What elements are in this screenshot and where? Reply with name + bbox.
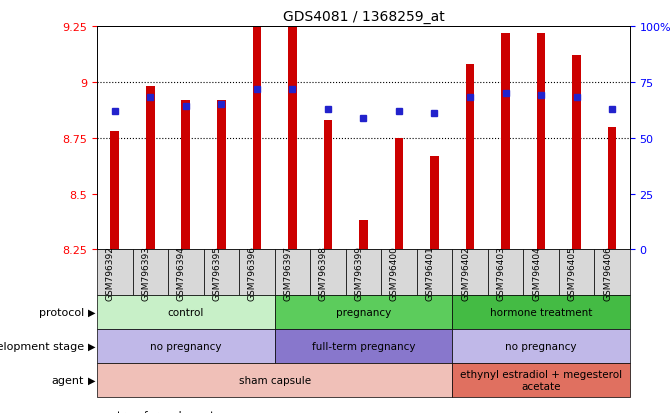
Bar: [111, 132, 119, 250]
Title: GDS4081 / 1368259_at: GDS4081 / 1368259_at: [283, 10, 444, 24]
Text: pregnancy: pregnancy: [336, 307, 391, 317]
Bar: [501, 33, 510, 250]
Bar: [466, 65, 474, 250]
Text: no pregnancy: no pregnancy: [505, 341, 577, 351]
Text: agent: agent: [52, 375, 84, 385]
Text: GSM796399: GSM796399: [354, 245, 363, 300]
Text: GSM796405: GSM796405: [567, 245, 577, 300]
Text: transformed count: transformed count: [117, 411, 214, 413]
Text: GSM796397: GSM796397: [283, 245, 293, 300]
Bar: [217, 100, 226, 250]
Text: GSM796403: GSM796403: [496, 245, 506, 300]
Bar: [572, 56, 581, 250]
Text: ■: ■: [100, 409, 113, 413]
Bar: [359, 221, 368, 250]
Text: ▶: ▶: [88, 341, 96, 351]
Bar: [324, 121, 332, 250]
Text: GSM796395: GSM796395: [212, 245, 221, 300]
Bar: [288, 27, 297, 250]
Text: GSM796398: GSM796398: [319, 245, 328, 300]
Text: ethynyl estradiol + megesterol
acetate: ethynyl estradiol + megesterol acetate: [460, 369, 622, 391]
Text: GSM796394: GSM796394: [177, 245, 186, 300]
Text: GSM796402: GSM796402: [461, 245, 470, 300]
Bar: [395, 138, 403, 250]
Text: protocol: protocol: [38, 307, 84, 317]
Text: GSM796404: GSM796404: [532, 245, 541, 300]
Bar: [253, 27, 261, 250]
Text: no pregnancy: no pregnancy: [150, 341, 222, 351]
Bar: [537, 33, 545, 250]
Text: GSM796401: GSM796401: [425, 245, 435, 300]
Text: ▶: ▶: [88, 307, 96, 317]
Bar: [608, 127, 616, 250]
Bar: [430, 156, 439, 250]
Bar: [146, 87, 155, 250]
Text: GSM796406: GSM796406: [603, 245, 612, 300]
Text: sham capsule: sham capsule: [239, 375, 311, 385]
Text: ▶: ▶: [88, 375, 96, 385]
Text: development stage: development stage: [0, 341, 84, 351]
Text: GSM796392: GSM796392: [106, 245, 115, 300]
Text: GSM796396: GSM796396: [248, 245, 257, 300]
Bar: [182, 100, 190, 250]
Text: GSM796393: GSM796393: [141, 245, 150, 300]
Text: hormone treatment: hormone treatment: [490, 307, 592, 317]
Text: full-term pregnancy: full-term pregnancy: [312, 341, 415, 351]
Text: GSM796400: GSM796400: [390, 245, 399, 300]
Text: control: control: [168, 307, 204, 317]
